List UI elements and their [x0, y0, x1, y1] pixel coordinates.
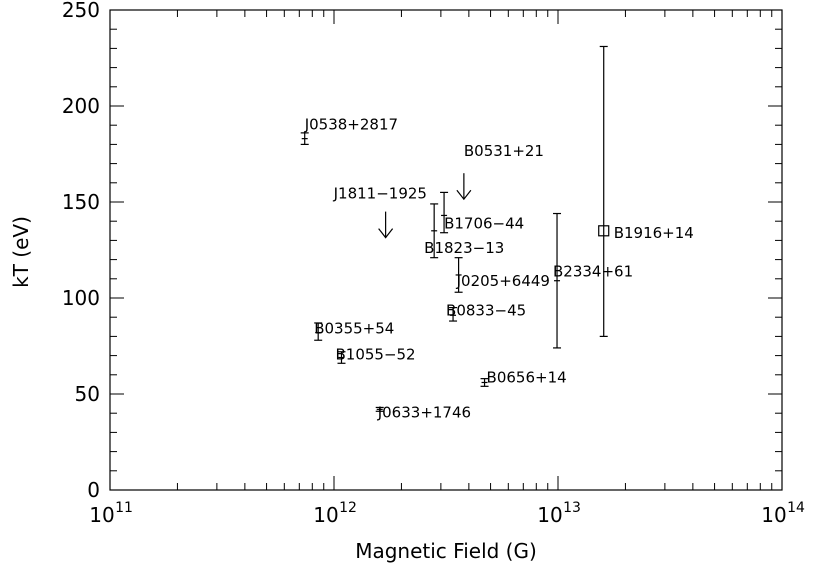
data-point: B1916+14: [598, 45, 694, 337]
data-point: J0205+6449: [454, 257, 550, 293]
point-label: B0531+21: [464, 142, 544, 160]
x-tick-exponent: 12: [339, 500, 357, 516]
y-tick-label: 0: [87, 478, 100, 502]
x-tick-label: 10: [537, 503, 562, 527]
x-tick-exponent: 14: [787, 500, 805, 516]
data-point: B0656+14: [480, 368, 567, 387]
y-axis-label: kT (eV): [9, 216, 33, 288]
data-point: B0355+54: [314, 320, 394, 341]
data-point: B1823−13: [424, 203, 504, 259]
x-tick-label: 10: [89, 503, 114, 527]
point-label: J0538+2817: [304, 116, 398, 134]
data-point: B1055−52: [335, 346, 416, 364]
point-label: B0833−45: [446, 301, 526, 319]
data-point: J1811−1925: [333, 185, 427, 239]
point-label: B1055−52: [335, 346, 415, 364]
upper-limit-arrowhead: [378, 228, 394, 239]
y-tick-label: 250: [62, 0, 100, 22]
data-point: J0633+1746: [375, 403, 471, 421]
y-tick-label: 200: [62, 94, 100, 118]
x-tick-exponent: 11: [115, 500, 133, 516]
point-label: J0633+1746: [377, 403, 471, 421]
point-label: B1823−13: [424, 239, 504, 257]
point-label: B2334+61: [553, 263, 633, 281]
point-label: B1916+14: [614, 224, 694, 242]
data-point: B0833−45: [446, 301, 526, 322]
x-axis-label: Magnetic Field (G): [355, 539, 537, 563]
point-label: B1706−44: [444, 214, 524, 232]
data-point: J0538+2817: [300, 116, 398, 145]
y-tick-label: 150: [62, 190, 100, 214]
y-tick-label: 50: [75, 382, 100, 406]
x-tick-label: 10: [761, 503, 786, 527]
data-point: B0531+21: [456, 142, 544, 201]
point-label: J0205+6449: [456, 272, 550, 290]
x-tick-exponent: 13: [563, 500, 581, 516]
point-label: J1811−1925: [333, 185, 427, 203]
data-point: B2334+61: [553, 212, 633, 349]
point-label: B0355+54: [314, 320, 394, 338]
plot-frame: [109, 9, 783, 491]
x-tick-label: 10: [313, 503, 338, 527]
y-tick-label: 100: [62, 286, 100, 310]
data-marks: J0538+2817 B0531+21 J1811−1925 B1706−44 B182…: [300, 45, 694, 421]
square-marker: [598, 225, 610, 237]
point-label: B0656+14: [487, 368, 567, 386]
data-point: B1706−44: [440, 191, 524, 234]
upper-limit-arrowhead: [456, 189, 472, 201]
